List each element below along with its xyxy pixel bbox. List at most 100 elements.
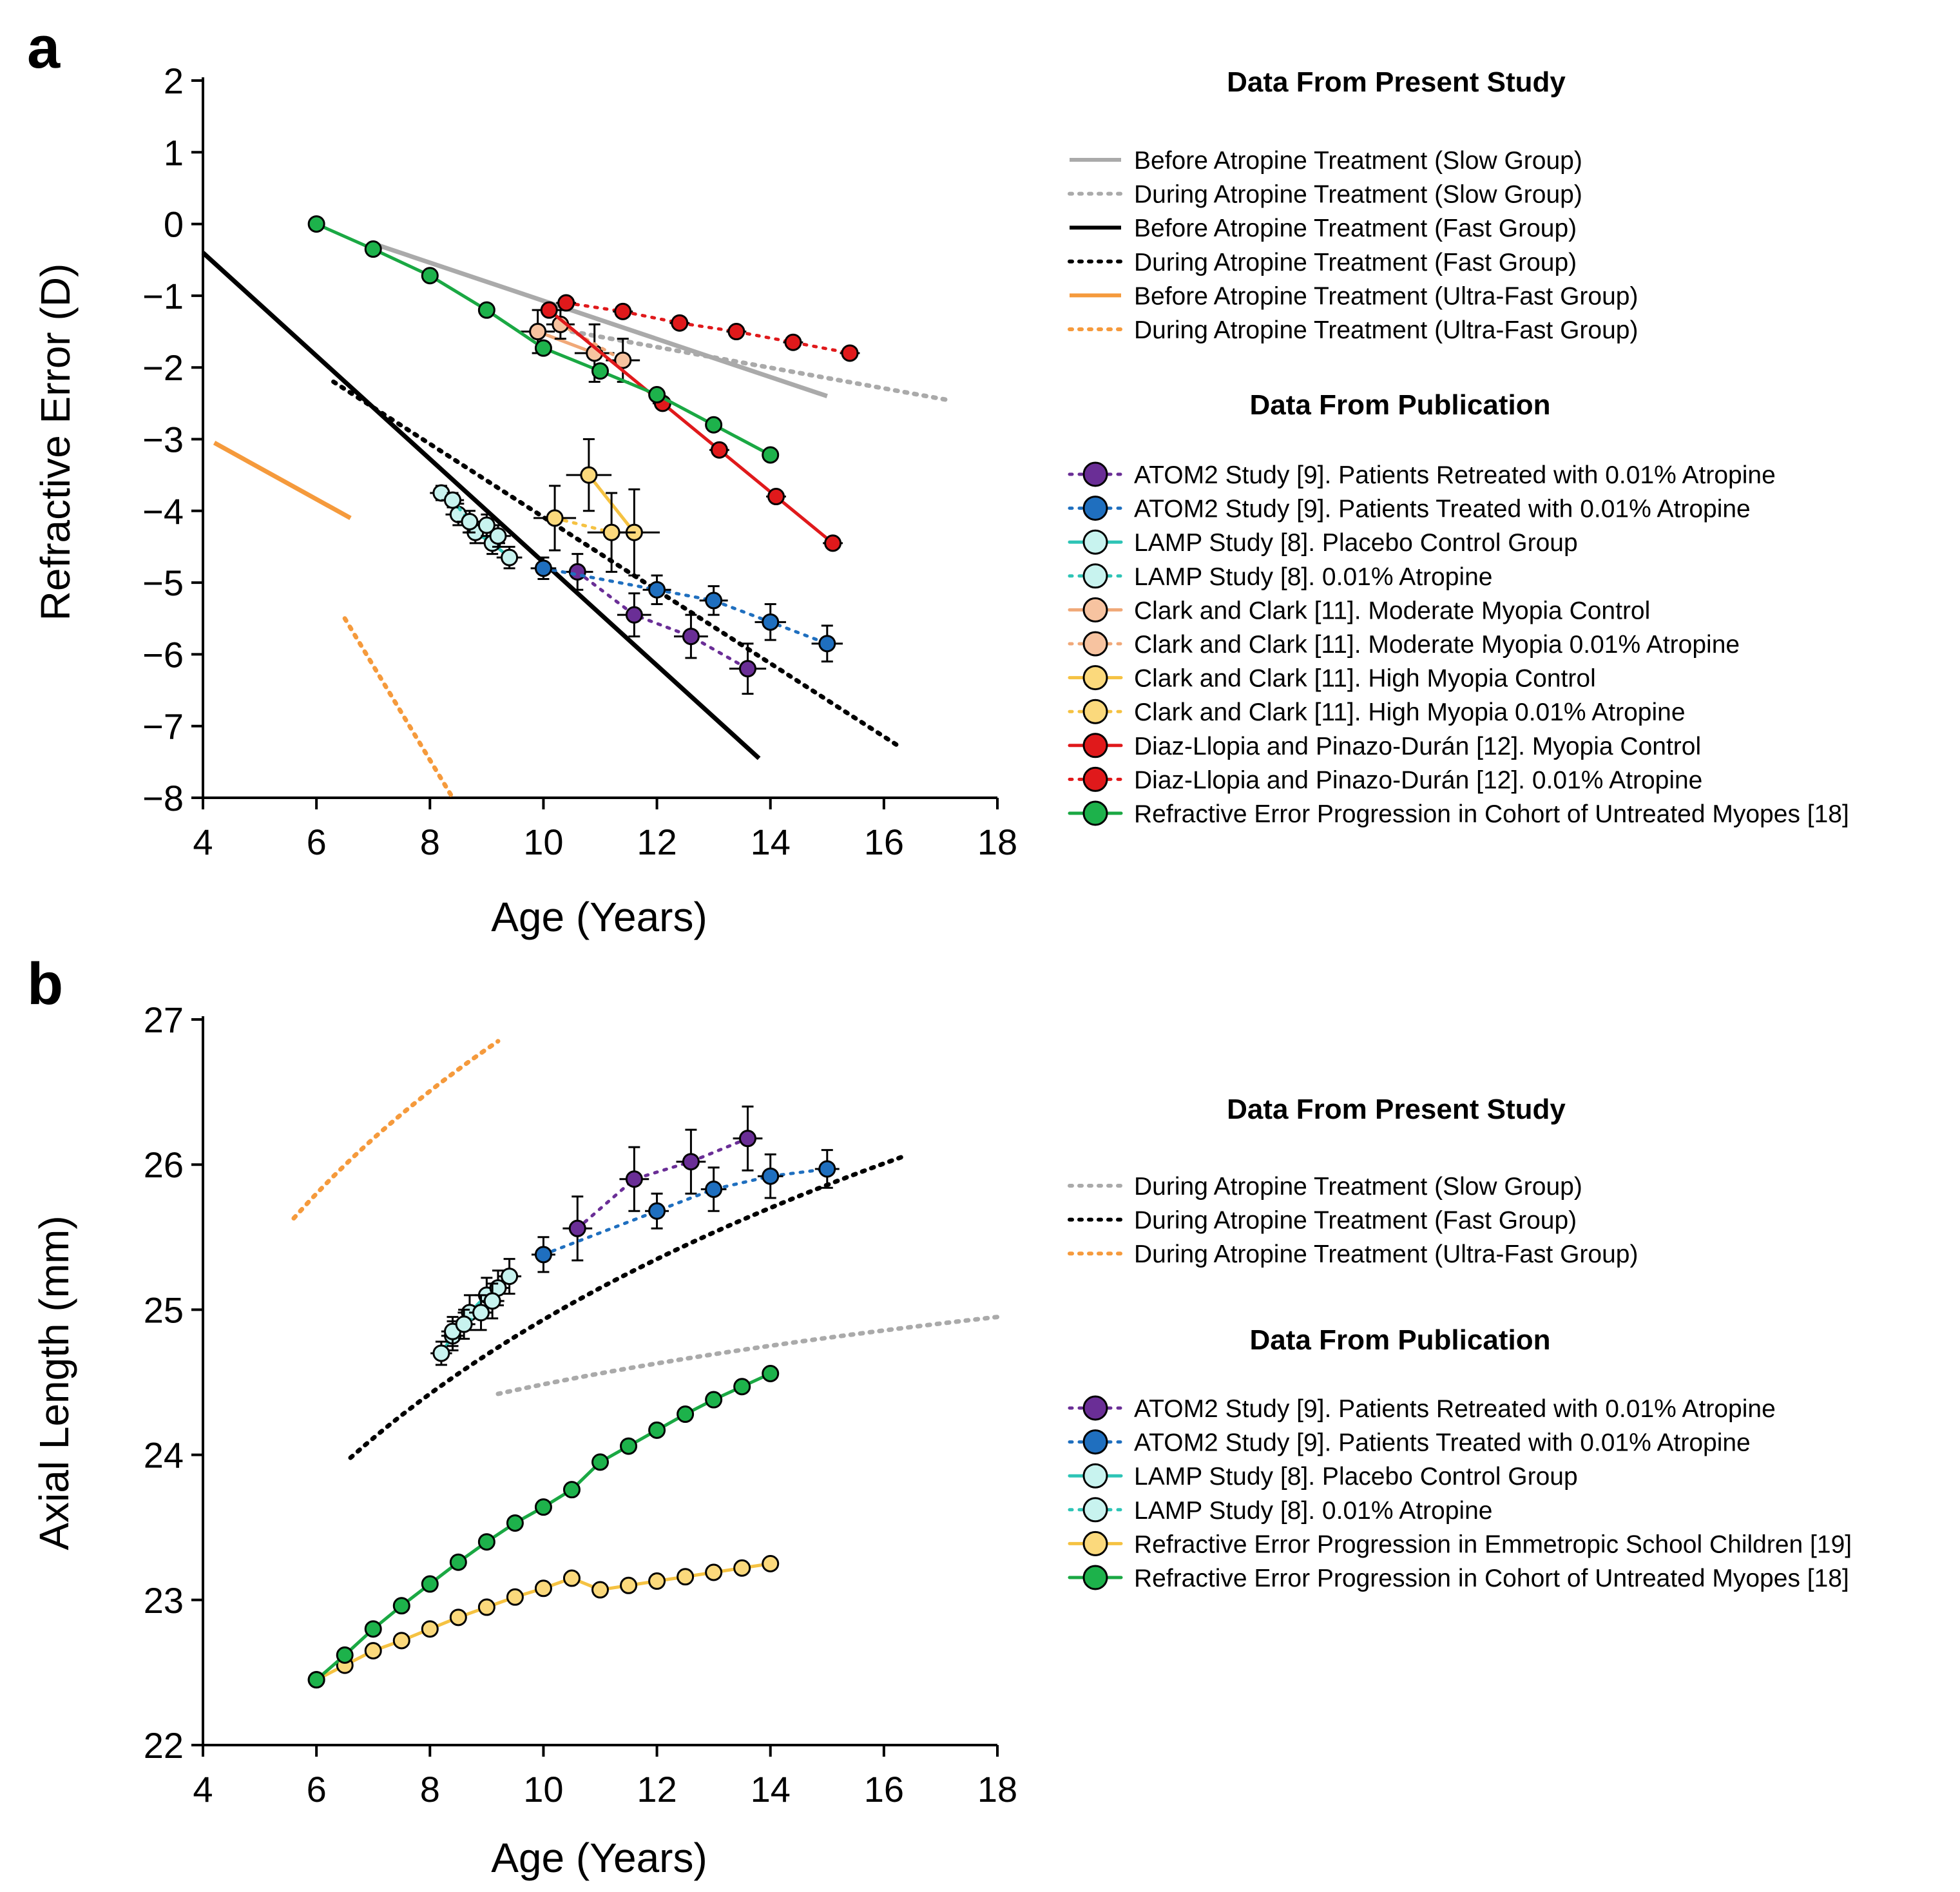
legend-publication-label: Clark and Clark [11]. Moderate Myopia Co… xyxy=(1134,597,1650,624)
data-point xyxy=(762,446,780,464)
legend-present-label: During Atropine Treatment (Slow Group) xyxy=(1134,1173,1582,1201)
x-tick-label: 14 xyxy=(751,1769,791,1810)
data-point xyxy=(614,302,632,320)
data-point xyxy=(364,240,382,258)
data-point xyxy=(336,1646,354,1664)
data-point xyxy=(648,385,666,403)
x-tick-label: 4 xyxy=(193,822,213,862)
data-point xyxy=(557,294,575,312)
y-tick-label: −7 xyxy=(142,706,184,747)
data-point xyxy=(392,1597,410,1615)
legend-publication-label: ATOM2 Study [9]. Patients Retreated with… xyxy=(1134,1395,1776,1423)
legend-publication-label: Refractive Error Progression in Emmetrop… xyxy=(1134,1530,1852,1558)
y-tick-label: 25 xyxy=(144,1289,184,1330)
data-point xyxy=(682,628,700,646)
data-point xyxy=(727,323,745,341)
data-point xyxy=(489,527,507,545)
data-point xyxy=(705,1563,723,1581)
legend-present-label: During Atropine Treatment (Ultra-Fast Gr… xyxy=(1134,1240,1638,1268)
data-point xyxy=(824,534,842,552)
data-point xyxy=(738,1130,756,1148)
legend-publication-label: Diaz-Llopia and Pinazo-Durán [12]. 0.01%… xyxy=(1134,766,1702,794)
data-point xyxy=(444,491,462,509)
legend-publication-label: ATOM2 Study [9]. Patients Treated with 0… xyxy=(1134,496,1751,523)
publication-series-line xyxy=(553,516,613,534)
panel-a-legend: Data From Present Study Data From Public… xyxy=(1068,66,1849,828)
data-point xyxy=(472,1304,490,1322)
legend-present-label: During Atropine Treatment (Fast Group) xyxy=(1134,249,1577,276)
legend-publication-label: LAMP Study [8]. Placebo Control Group xyxy=(1134,529,1578,557)
legend-publication-marker xyxy=(1082,766,1108,792)
legend-publication-marker xyxy=(1082,733,1108,758)
data-point xyxy=(534,1579,552,1598)
legend-publication-marker xyxy=(1082,496,1108,521)
y-tick-label: −5 xyxy=(142,563,184,603)
legend-present-label: Before Atropine Treatment (Ultra-Fast Gr… xyxy=(1134,282,1638,310)
panel-b-legend: Data From Present Study Data From Public… xyxy=(1068,1094,1852,1592)
data-point xyxy=(432,1344,450,1362)
data-point xyxy=(529,323,547,341)
publication-series-line xyxy=(536,330,597,355)
legend-publication-marker xyxy=(1082,529,1108,555)
data-point xyxy=(568,1219,586,1237)
data-point xyxy=(818,635,836,653)
panel-a-xlabel: Age (Years) xyxy=(491,894,707,940)
y-tick-label: 24 xyxy=(144,1435,184,1476)
publication-series-line xyxy=(564,301,852,355)
legend-publication-label: Clark and Clark [11]. High Myopia Contro… xyxy=(1134,665,1596,693)
legend-present-label: Before Atropine Treatment (Fast Group) xyxy=(1134,215,1577,242)
y-tick-label: 2 xyxy=(164,61,184,101)
data-point xyxy=(534,339,552,357)
y-tick-label: 26 xyxy=(144,1144,184,1185)
data-point xyxy=(818,1160,836,1178)
data-point xyxy=(307,1671,325,1689)
panel-b-axes: 4 6 8 10 12 14 16 18 27 26 25 24 23 22 xyxy=(144,999,1017,1810)
legend-publication-label: ATOM2 Study [9]. Patients Retreated with… xyxy=(1134,461,1776,489)
present-series-line xyxy=(495,1315,1000,1396)
y-tick-label: 1 xyxy=(164,132,184,173)
publication-series-line xyxy=(541,1167,829,1257)
legend-publication-label: Clark and Clark [11]. High Myopia 0.01% … xyxy=(1134,699,1686,726)
x-tick-label: 6 xyxy=(307,822,327,862)
legend-publication-marker xyxy=(1082,1429,1108,1455)
legend-publication-marker xyxy=(1082,597,1108,623)
data-point xyxy=(562,1569,581,1587)
data-point xyxy=(705,1391,723,1409)
x-tick-label: 16 xyxy=(864,822,904,862)
x-tick-label: 10 xyxy=(523,822,563,862)
data-point xyxy=(546,509,564,527)
data-point xyxy=(501,1268,519,1286)
x-tick-label: 4 xyxy=(193,1769,213,1810)
data-point xyxy=(421,1575,439,1593)
publication-series-line xyxy=(575,570,749,671)
data-point xyxy=(648,1572,666,1590)
present-series-line xyxy=(569,329,949,402)
legend-present-label: During Atropine Treatment (Fast Group) xyxy=(1134,1207,1577,1235)
y-tick-label: −4 xyxy=(142,491,184,532)
data-point xyxy=(455,1315,473,1333)
data-point xyxy=(421,1620,439,1638)
legend-publication-marker xyxy=(1082,1497,1108,1523)
legend-publication-marker xyxy=(1082,699,1108,724)
data-point xyxy=(762,613,780,631)
panel-b-legend-present-title: Data From Present Study xyxy=(1227,1094,1566,1125)
y-tick-label: −1 xyxy=(142,276,184,316)
y-tick-label: −6 xyxy=(142,634,184,675)
panel-a-label: a xyxy=(27,15,61,81)
data-point xyxy=(506,1588,524,1606)
data-point xyxy=(677,1405,695,1424)
publication-series-line xyxy=(314,1371,773,1682)
legend-publication-label: Refractive Error Progression in Cohort o… xyxy=(1134,1565,1849,1592)
y-tick-label: 22 xyxy=(144,1725,184,1766)
y-tick-label: 0 xyxy=(164,204,184,245)
data-point xyxy=(421,267,439,285)
panel-a-marks xyxy=(201,215,949,800)
data-point xyxy=(677,1568,695,1586)
data-point xyxy=(449,1608,467,1627)
x-tick-label: 12 xyxy=(637,1769,677,1810)
data-point xyxy=(733,1378,751,1396)
data-point xyxy=(620,1576,638,1594)
data-point xyxy=(762,1167,780,1185)
legend-publication-marker xyxy=(1082,1565,1108,1590)
